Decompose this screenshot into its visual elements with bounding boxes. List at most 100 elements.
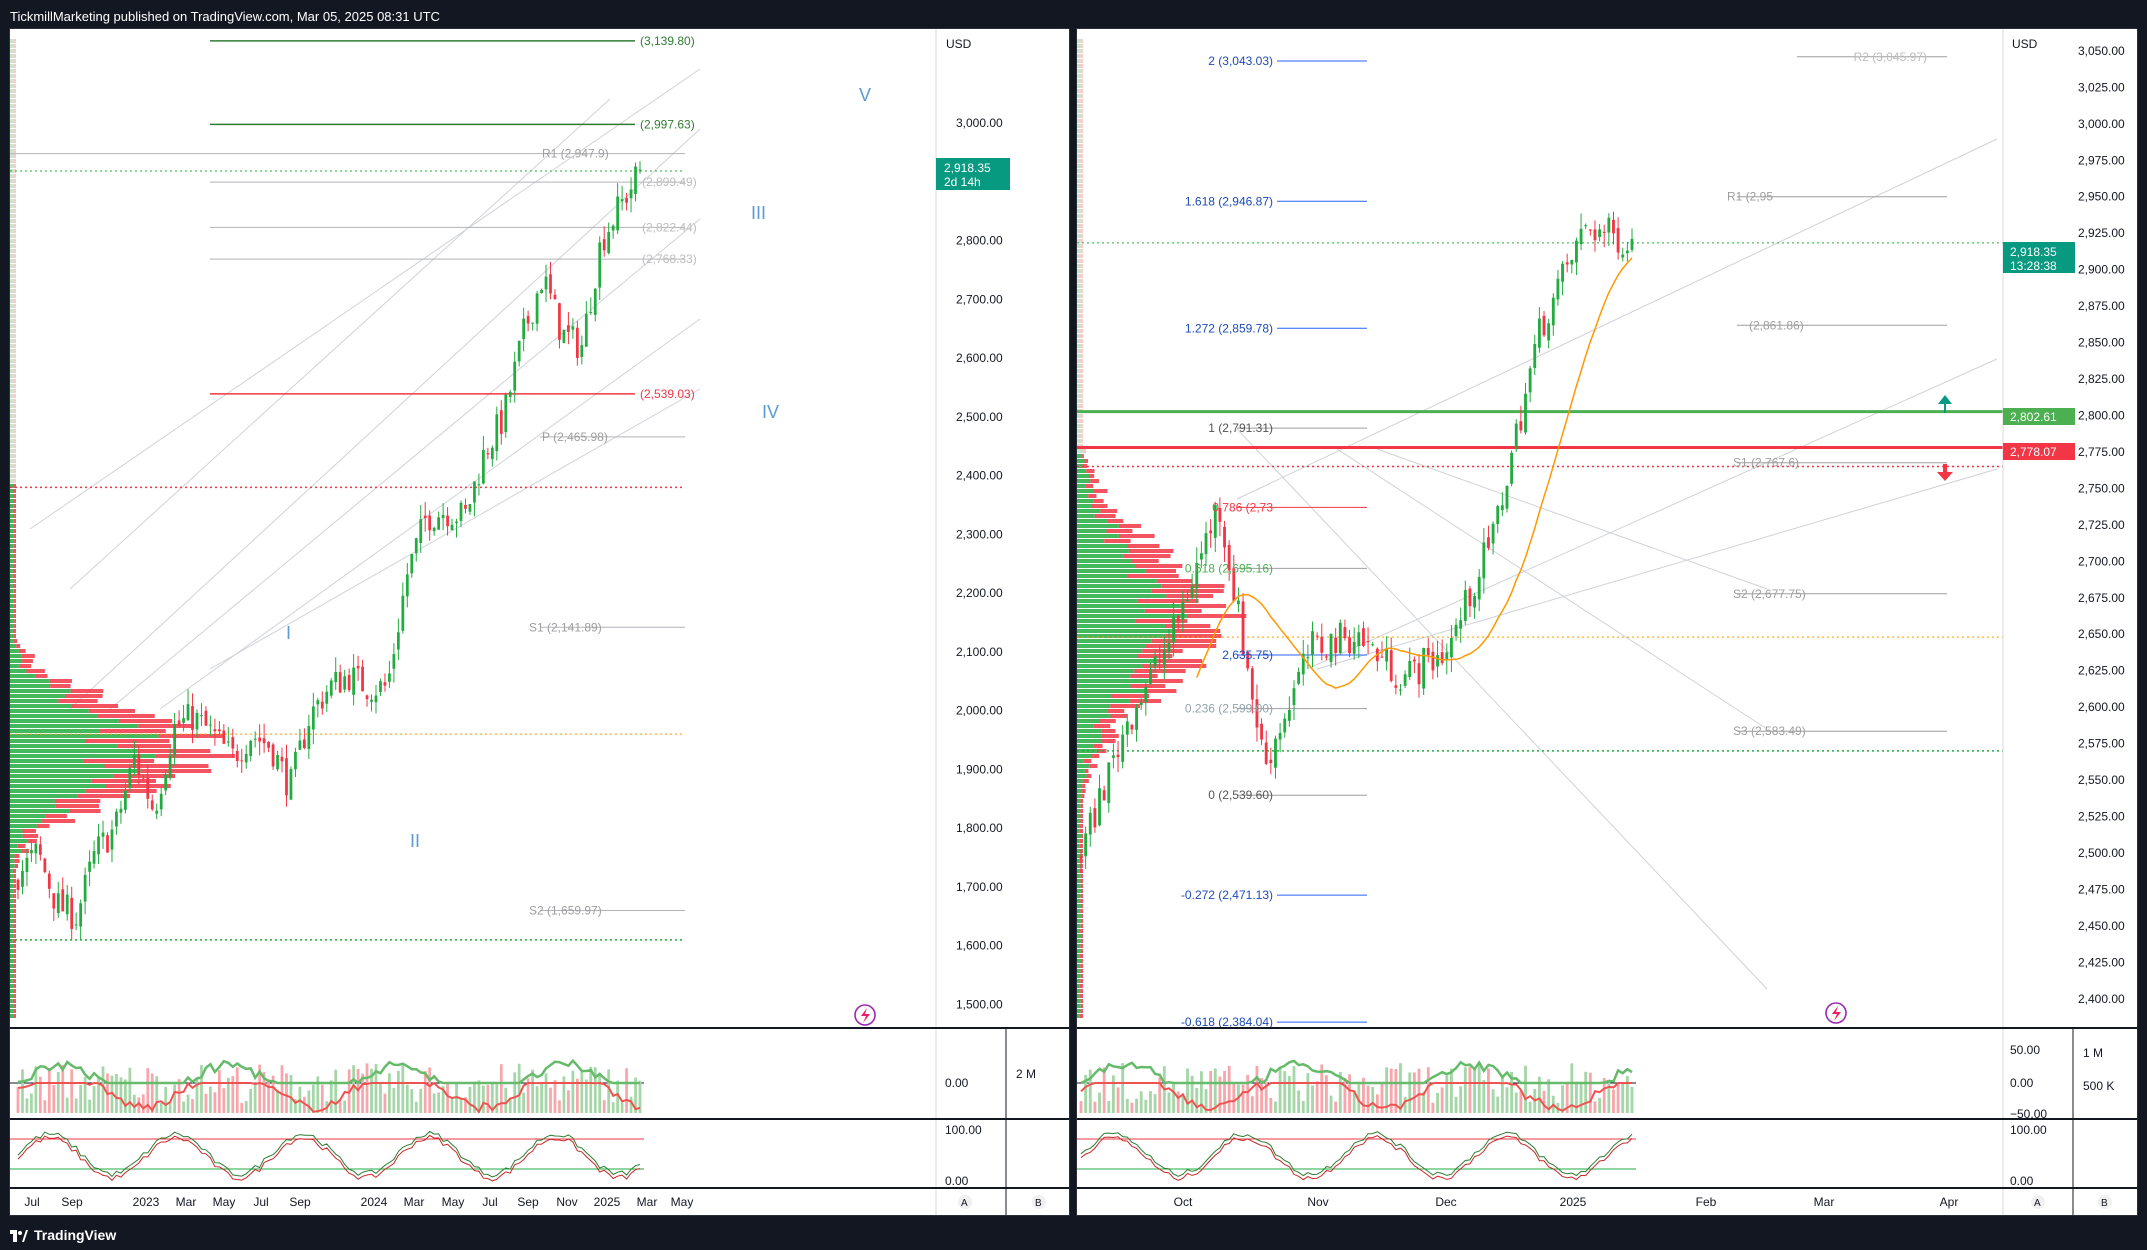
volume-profile-bar-down: [13, 389, 16, 393]
candle-down: [1260, 723, 1264, 740]
volume-profile-bar-up: [1077, 669, 1135, 673]
volume-profile-bar-down: [1080, 254, 1083, 258]
volume-profile-bar-up: [10, 974, 15, 978]
chart-pane-weekly[interactable]: (3,139.80) (2,997.63) R1 (2,947.9) (2,899.4…: [9, 28, 1070, 1216]
candle-up: [1287, 710, 1291, 721]
volume-bar: [473, 1081, 476, 1113]
candle-up: [513, 361, 517, 391]
volume-profile-bar-up: [10, 799, 55, 803]
trend-channel-line: [1236, 428, 1768, 990]
volume-bar: [1102, 1067, 1106, 1113]
volume-profile-bar-down: [13, 244, 16, 248]
volume-profile-bar-down: [91, 779, 156, 783]
candle-up: [1491, 523, 1495, 544]
lightning-icon[interactable]: [854, 1004, 876, 1026]
volume-profile-bar-down: [13, 189, 16, 193]
volume-profile-bar-down: [1080, 139, 1083, 143]
volume-bar: [1588, 1072, 1592, 1113]
candle-up: [1098, 788, 1101, 826]
time-tick: Apr: [1940, 1195, 1959, 1209]
volume-profile-bar-up: [1077, 654, 1138, 658]
volume-profile-bar-down: [1080, 824, 1083, 828]
auto-scale-button[interactable]: [2031, 1195, 2045, 1209]
volume-profile-bar-up: [10, 79, 13, 83]
auto-scale-label: A: [2034, 1198, 2041, 1209]
volume-profile-bar-up: [10, 64, 14, 68]
candle-down: [625, 198, 628, 203]
weekly-chart[interactable]: (3,139.80) (2,997.63) R1 (2,947.9) (2,899.4…: [10, 29, 1069, 1215]
log-scale-button[interactable]: [1032, 1195, 1046, 1209]
volume-bar: [526, 1078, 530, 1113]
time-tick: Sep: [289, 1195, 311, 1209]
volume-profile-bar-up: [1077, 639, 1152, 643]
volume-profile-bar-down: [1156, 579, 1193, 583]
chart-pane-daily[interactable]: R2 (3,045.97) 2 (3,043.03) R1 (2,95 1.618 (…: [1076, 28, 2138, 1216]
volume-profile-bar-up: [10, 634, 14, 638]
volume-profile-bar-up: [1077, 634, 1166, 638]
volume-profile-bar-down: [13, 614, 16, 618]
volume-profile-bar-down: [12, 509, 16, 513]
volume-bar: [1385, 1067, 1389, 1113]
last-price-countdown: 2d 14h: [944, 175, 981, 189]
candle-up: [101, 832, 105, 837]
volume-profile-bar-up: [10, 549, 13, 553]
candle-down: [365, 695, 369, 700]
pivot-p-level-label: P (2,465.98): [542, 430, 608, 444]
volume-bar: [1292, 1066, 1296, 1113]
price-tick: 2,600.00: [2078, 700, 2125, 714]
tradingview-logo[interactable]: TradingView: [10, 1227, 116, 1243]
lightning-icon[interactable]: [1825, 1002, 1847, 1024]
volume-bar: [92, 1085, 96, 1113]
footer-bar: TradingView: [0, 1218, 2147, 1250]
volume-bar: [1403, 1097, 1407, 1113]
volume-profile-bar-down: [1080, 809, 1083, 813]
volume-profile-bar-down: [1079, 349, 1083, 353]
volume-profile-bar-up: [1077, 694, 1112, 698]
volume-profile-bar-up: [10, 889, 14, 893]
candle-up: [468, 504, 472, 512]
volume-profile-bar-down: [104, 784, 171, 788]
volume-bar: [1153, 1094, 1157, 1113]
volume-profile-bar-up: [10, 669, 27, 673]
volume-profile-bar-up: [10, 444, 14, 448]
volume-profile-bar-down: [13, 164, 16, 168]
volume-profile-bar-up: [10, 409, 14, 413]
volume-bar: [352, 1065, 355, 1113]
volume-profile-bar-up: [10, 659, 23, 663]
volume-profile-bar-up: [1077, 334, 1080, 338]
candle-up: [535, 293, 539, 324]
volume-profile-bar-up: [1077, 224, 1081, 228]
candle-up: [374, 695, 378, 703]
volume-profile-bar-down: [84, 739, 170, 743]
time-tick: Feb: [1696, 1195, 1717, 1209]
volume-bar: [280, 1065, 284, 1113]
volume-profile-bar-down: [1080, 394, 1083, 398]
candle-down: [137, 753, 141, 776]
volume-bar: [1167, 1092, 1171, 1113]
volume-profile-bar-down: [13, 329, 16, 333]
volume-profile-bar-down: [13, 249, 16, 253]
volume-profile-bar-up: [10, 134, 14, 138]
volume-bar: [549, 1087, 552, 1113]
volume-profile-bar-down: [13, 954, 16, 958]
volume-profile-bar-up: [1077, 939, 1081, 943]
pivot-s2-level-label: S2 (1,659.97): [529, 903, 602, 917]
candle-down: [1542, 315, 1546, 336]
volume-bar: [235, 1067, 239, 1113]
volume-profile-bar-down: [1080, 224, 1083, 228]
volume-bar: [132, 1094, 136, 1113]
candle-down: [1176, 615, 1180, 622]
volume-bar: [128, 1067, 132, 1113]
volume-bar: [1412, 1072, 1416, 1113]
time-tick: Oct: [1174, 1195, 1193, 1209]
candle-up: [1547, 323, 1551, 341]
oscillator-line-down: [1080, 1081, 1632, 1112]
volume-profile-bar-down: [13, 409, 16, 413]
daily-chart[interactable]: R2 (3,045.97) 2 (3,043.03) R1 (2,95 1.618 (…: [1077, 29, 2137, 1215]
last-price-tag: [936, 158, 1010, 190]
auto-scale-button[interactable]: [958, 1195, 972, 1209]
volume-bar: [1375, 1094, 1379, 1113]
candle-up: [495, 414, 499, 452]
volume-profile-bar-down: [1080, 219, 1083, 223]
log-scale-button[interactable]: [2098, 1195, 2112, 1209]
